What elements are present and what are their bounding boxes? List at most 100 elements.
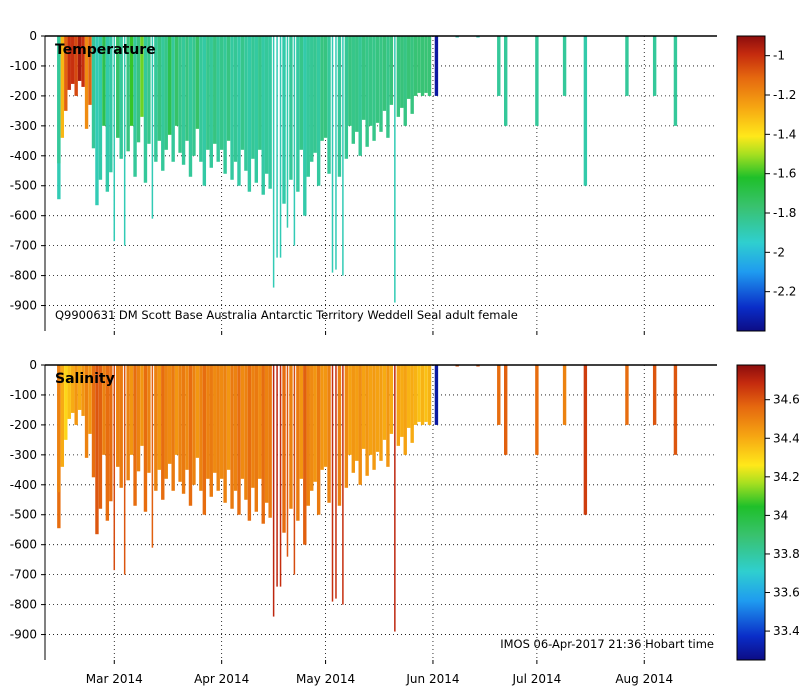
y-tick-label: -800 (10, 598, 37, 612)
colorbar-tick-label: -1.2 (773, 88, 796, 102)
x-tick-label: Aug 2014 (615, 672, 673, 686)
profile-bar (195, 36, 200, 129)
x-tick-label: Mar 2014 (86, 672, 143, 686)
profile-bar (57, 365, 61, 493)
profile-bar (151, 36, 154, 219)
profile-bar (303, 365, 307, 545)
salinity-profiles (57, 365, 678, 632)
profile-bar (652, 36, 657, 96)
profile-bar (251, 365, 255, 488)
profile-bar (268, 36, 272, 189)
profile-bar (254, 365, 258, 512)
profile-bar (126, 365, 130, 481)
profile-bar (223, 36, 227, 174)
profile-bar (258, 365, 262, 479)
colorbar-tick-label: -2.2 (773, 285, 796, 299)
profile-bar (147, 36, 151, 144)
profile-bar (313, 36, 317, 153)
profile-bar (240, 36, 245, 150)
colorbar-tick-label: 34.4 (773, 431, 799, 445)
profile-bar (306, 365, 310, 506)
profile-bar (88, 365, 92, 434)
profile-bar (174, 365, 179, 455)
profile-bar (372, 365, 376, 470)
profile-bar (410, 36, 414, 114)
profile-bar (261, 36, 265, 195)
profile-bar (133, 36, 137, 177)
profile-bar (84, 36, 89, 129)
profile-bar (286, 36, 289, 228)
profile-bar (164, 36, 168, 150)
y-tick-label: -200 (10, 89, 37, 103)
profile-bar (652, 365, 657, 425)
profile-bar (209, 36, 213, 168)
profile-bar (199, 365, 203, 491)
profile-bar (157, 365, 162, 470)
profile-bar (625, 36, 629, 96)
profile-bar (420, 36, 425, 96)
profile-bar (389, 36, 394, 105)
profile-bar (394, 365, 396, 632)
colorbar-tick-label: -1.8 (773, 206, 796, 220)
profile-bar (216, 36, 220, 162)
profile-bar (365, 36, 369, 147)
y-tick-label: -100 (10, 388, 37, 402)
profile-bar (386, 36, 390, 138)
profile-bar (583, 365, 588, 515)
colorbar-tick-label: 34 (773, 508, 788, 522)
profile-bar (181, 365, 186, 494)
profile-bar (424, 365, 428, 422)
profile-bar (289, 36, 293, 180)
profile-bar (147, 365, 151, 473)
profile-bar (202, 365, 207, 515)
profile-bar (64, 365, 68, 440)
profile-bar (57, 36, 61, 164)
profile-bar (216, 365, 220, 491)
profile-bar (403, 365, 407, 455)
profile-bar (71, 36, 75, 84)
colorbar-tick-label: -2 (773, 245, 785, 259)
profile-bar (140, 365, 144, 446)
profile-bar (258, 36, 262, 150)
profile-bar (109, 36, 113, 173)
profile-bar (123, 365, 126, 575)
temperature-title: Temperature (55, 42, 156, 58)
profile-bar (358, 365, 362, 485)
profile-bar (98, 365, 103, 509)
profile-bar (105, 36, 110, 192)
profile-bar (77, 365, 82, 410)
profile-bar (625, 365, 629, 425)
profile-bar (427, 365, 432, 425)
profile-bar (497, 36, 501, 96)
profile-bar (389, 365, 394, 434)
profile-bar (342, 365, 344, 605)
profile-bar (140, 36, 144, 117)
profile-bar (171, 365, 175, 491)
profile-bar (394, 36, 396, 303)
profile-bar (219, 365, 224, 479)
profile-bar (74, 36, 78, 96)
colorbar-tick-label: 34.2 (773, 470, 799, 484)
colorbar-tick-label: 33.8 (773, 547, 799, 561)
profile-bar (535, 36, 539, 126)
profile-bar (264, 36, 269, 174)
profile-bar (192, 365, 196, 485)
profile-bar (136, 365, 141, 472)
y-tick-label: -200 (10, 418, 37, 432)
profile-bar (375, 36, 380, 123)
profile-bar (133, 365, 137, 506)
profile-bar (244, 365, 248, 500)
profile-bar (337, 36, 342, 177)
y-tick-label: -900 (10, 628, 37, 642)
profile-bar (355, 365, 359, 461)
profile-bar (313, 365, 317, 482)
temperature-axes: 0 -100 -200 -300 -400 -500 -600 -700 -800 -900 (10, 29, 645, 335)
profile-bar (351, 365, 355, 473)
profile-bar (143, 365, 148, 512)
x-tick-label: May 2014 (296, 672, 355, 686)
profile-bar (199, 36, 203, 162)
colorbar-tick-label: 33.6 (773, 586, 799, 600)
profile-bar (237, 36, 241, 186)
profile-bar (344, 36, 349, 159)
